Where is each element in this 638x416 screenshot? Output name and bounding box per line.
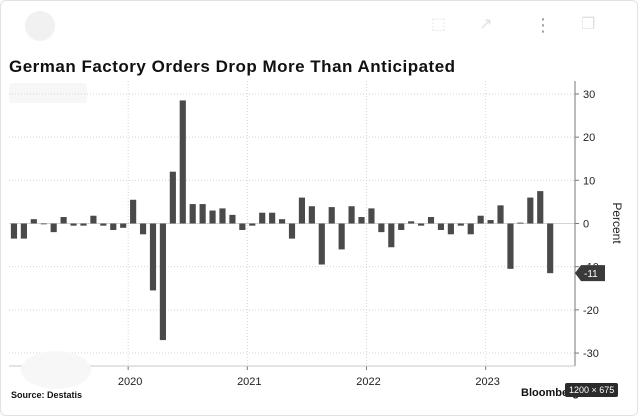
bar: [20, 223, 27, 239]
bar: [447, 223, 454, 235]
bar: [179, 100, 186, 224]
bar: [537, 191, 544, 224]
watermark-ghost: [21, 351, 91, 389]
bar: [388, 223, 395, 248]
y-tick-label: 30: [583, 89, 595, 101]
bars: [10, 100, 554, 341]
bar: [477, 215, 484, 224]
bar: [60, 217, 67, 224]
bar: [408, 221, 415, 224]
bar: [249, 223, 256, 226]
last-value-marker: [575, 265, 605, 282]
y-tick-label: 0: [583, 219, 589, 231]
bar: [139, 223, 147, 235]
bar: [318, 223, 325, 265]
last-value-label: -11: [584, 269, 598, 280]
bar: [487, 220, 494, 224]
bar: [30, 219, 37, 224]
bar: [517, 222, 524, 224]
x-tick-label: 2021: [237, 376, 261, 388]
axes: 3020100-10-20-302020202120222023Percent-…: [9, 81, 624, 388]
bar: [130, 199, 137, 224]
y-tick-label: 20: [583, 132, 595, 144]
bar: [149, 223, 157, 291]
bar: [328, 207, 335, 224]
bar: [10, 223, 18, 239]
bar: [70, 223, 77, 226]
bar: [120, 223, 127, 228]
bar: [110, 223, 117, 230]
bookmark-icon: ❐: [581, 16, 596, 33]
bar: [348, 206, 355, 224]
bar: [259, 212, 266, 224]
bar: [40, 223, 47, 225]
y-axis-title: Percent: [610, 202, 624, 244]
bar: [80, 223, 87, 226]
more-vertical-icon[interactable]: ⋮: [534, 15, 552, 35]
gridlines: [9, 81, 575, 366]
y-tick-label: 10: [583, 175, 595, 187]
legend-ghost: [9, 83, 87, 103]
bar: [199, 204, 206, 224]
bar: [100, 223, 107, 226]
bar: [457, 223, 464, 226]
bar: [467, 223, 474, 235]
y-tick-label: -30: [583, 348, 599, 360]
source-note: Source: Destatis: [11, 390, 83, 400]
bar: [308, 206, 315, 224]
share-icon: ↗: [479, 16, 493, 33]
bar: [298, 197, 306, 224]
watermark-logo-icon: [25, 11, 55, 41]
bar: [90, 215, 97, 224]
bar: [547, 223, 554, 274]
bar: [209, 210, 216, 224]
bar: [368, 208, 375, 224]
bar: [427, 217, 435, 224]
bar: [398, 223, 405, 230]
x-tick-label: 2022: [356, 376, 380, 388]
bar: [278, 219, 286, 224]
bar: [219, 208, 226, 224]
bar: [288, 223, 296, 239]
bar: [527, 197, 534, 224]
bar: [269, 212, 276, 224]
bar: [507, 223, 514, 269]
brand-label: Bloomberg: [521, 387, 580, 399]
x-tick-label: 2020: [118, 376, 142, 388]
bar: [338, 223, 345, 250]
bar: [229, 214, 236, 224]
bar: [159, 223, 166, 341]
y-tick-label: -20: [583, 305, 599, 317]
bar: [378, 223, 385, 233]
bar: [50, 223, 57, 233]
size-badge: 1200 × 675: [565, 383, 619, 397]
bar: [437, 223, 445, 230]
chart-title: German Factory Orders Drop More Than Ant…: [9, 57, 456, 76]
bar: [189, 204, 196, 224]
top-bar: ⬚ ↗ ⋮ ❐: [1, 1, 637, 51]
bar: [358, 217, 365, 224]
bar: [169, 171, 176, 224]
expand-icon: ⬚: [431, 16, 447, 33]
x-tick-label: 2023: [475, 376, 499, 388]
bar: [418, 223, 425, 226]
bar: [497, 205, 504, 224]
bar: [239, 223, 246, 230]
